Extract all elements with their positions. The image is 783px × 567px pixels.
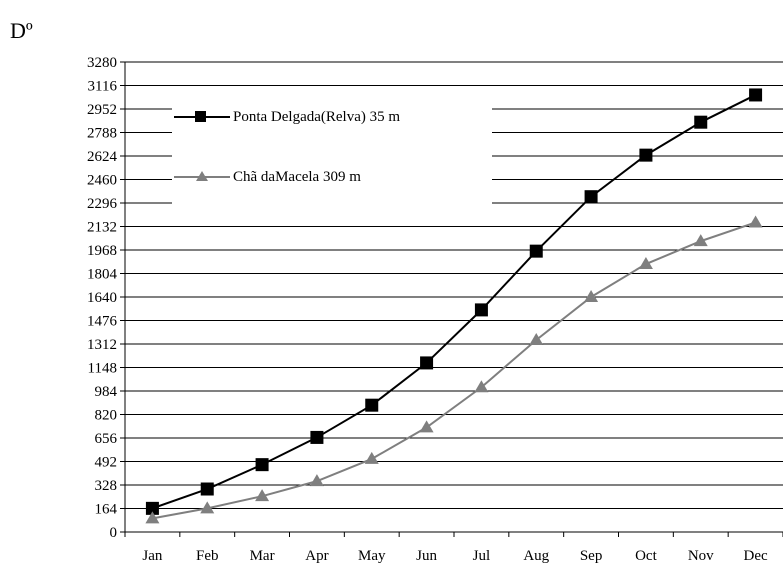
y-tick-label: 1968 xyxy=(87,243,117,259)
y-tick-label: 0 xyxy=(110,525,118,541)
data-point xyxy=(200,501,215,514)
data-point xyxy=(309,474,324,487)
data-point xyxy=(145,501,159,515)
y-tick-label: 2132 xyxy=(87,220,117,236)
data-point xyxy=(310,430,324,444)
x-tick-label: Feb xyxy=(196,548,219,564)
x-tick-label: Oct xyxy=(635,548,657,564)
series-1 xyxy=(145,88,763,515)
x-tick-label: Aug xyxy=(523,548,549,564)
y-tick-label: 2624 xyxy=(87,149,118,165)
data-point xyxy=(749,88,763,102)
data-point xyxy=(420,356,434,370)
data-point xyxy=(365,398,379,412)
legend-marker-triangle xyxy=(172,167,230,187)
series-line xyxy=(152,94,757,510)
y-tick-label: 984 xyxy=(95,384,118,400)
x-tick-label: Jan xyxy=(142,548,162,564)
y-tick-label: 2788 xyxy=(87,126,117,142)
y-tick-label: 1804 xyxy=(87,267,118,283)
y-tick-label: 2296 xyxy=(87,196,118,212)
legend-label-series2: Chã daMacela 309 m xyxy=(233,168,361,185)
data-point xyxy=(529,244,543,258)
legend-label-series1: Ponta Delgada(Relva) 35 m xyxy=(233,108,401,125)
y-tick-label: 492 xyxy=(95,455,118,471)
data-point xyxy=(145,511,160,524)
x-tick-label: Nov xyxy=(688,548,714,564)
y-tick-label: 820 xyxy=(95,408,118,424)
series-group xyxy=(145,88,763,524)
y-tick-label: 3280 xyxy=(87,55,117,71)
y-tick-label: 328 xyxy=(95,478,118,494)
x-axis: Jan Feb Mar Apr May Jun Jul Aug Sep Oct Nov Dec xyxy=(124,532,783,564)
data-point xyxy=(638,257,653,270)
y-unit-label: Dº xyxy=(10,18,33,43)
x-tick-label: Mar xyxy=(250,548,275,564)
x-tick-label: May xyxy=(358,548,386,564)
legend-marker-square xyxy=(172,107,230,127)
series-line xyxy=(152,221,756,520)
data-point xyxy=(419,420,434,433)
y-tick-label: 1476 xyxy=(87,314,118,330)
y-tick-label: 164 xyxy=(95,502,118,518)
series-2 xyxy=(145,215,763,524)
data-point xyxy=(584,190,598,204)
gridlines xyxy=(125,61,783,533)
y-axis: 0 164 328 492 656 820 984 1148 1312 1476 1640 1804 1… xyxy=(87,55,126,541)
x-tick-label: Sep xyxy=(580,548,603,564)
data-point xyxy=(639,148,653,162)
data-point xyxy=(474,380,489,393)
data-point xyxy=(584,290,599,302)
data-point xyxy=(474,303,488,317)
y-tick-label: 1148 xyxy=(88,361,117,377)
data-point xyxy=(694,115,708,129)
y-tick-label: 2460 xyxy=(87,173,117,189)
data-point xyxy=(255,489,270,502)
x-tick-label: Apr xyxy=(305,548,328,564)
x-tick-label: Jul xyxy=(473,548,491,564)
data-point xyxy=(364,451,379,464)
data-point xyxy=(693,234,708,247)
legend-item-series1: Ponta Delgada(Relva) 35 m xyxy=(172,107,400,127)
data-point xyxy=(748,215,763,228)
y-tick-label: 1312 xyxy=(87,337,117,353)
y-tick-label: 1640 xyxy=(87,290,117,306)
y-tick-label: 3116 xyxy=(88,79,118,95)
legend-item-series2: Chã daMacela 309 m xyxy=(172,167,361,187)
data-point xyxy=(529,332,544,345)
y-tick-label: 2952 xyxy=(87,102,117,118)
data-point xyxy=(255,458,269,472)
legend: Ponta Delgada(Relva) 35 m Chã daMacela 3… xyxy=(172,95,492,205)
x-tick-label: Jun xyxy=(416,548,437,564)
y-tick-label: 656 xyxy=(95,431,118,447)
data-point xyxy=(200,482,214,496)
x-tick-label: Dec xyxy=(744,548,768,564)
